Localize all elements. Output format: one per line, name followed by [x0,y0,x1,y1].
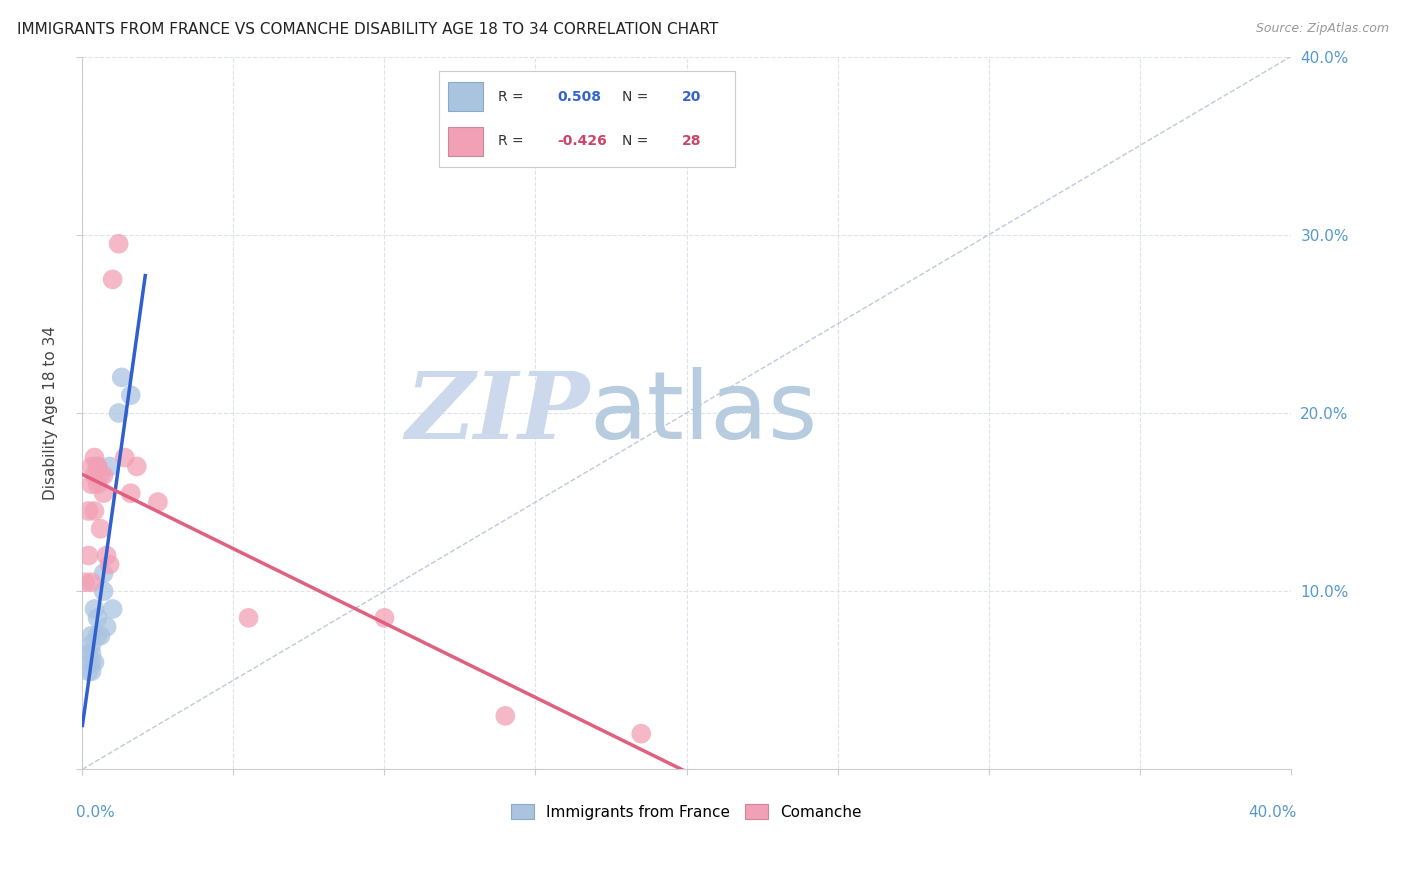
Point [120,388,142,402]
Text: 0.0%: 0.0% [76,805,115,820]
Point [630,727,652,741]
Point [80,647,103,661]
Point [83,656,105,670]
Point [90,522,112,536]
Point [373,611,395,625]
Point [77,647,100,661]
Text: ZIP: ZIP [405,368,591,458]
Point [146,495,169,509]
Point [125,459,148,474]
Point [96,549,118,563]
Point [98,558,121,572]
Point [86,459,108,474]
Point [86,459,108,474]
Text: 40.0%: 40.0% [1249,805,1296,820]
Point [90,468,112,483]
Point [107,236,129,251]
Text: atlas: atlas [591,367,818,459]
Point [93,468,115,483]
Point [494,709,516,723]
Point [77,665,100,679]
Point [238,611,260,625]
Point [86,477,108,491]
Point [83,468,105,483]
Point [80,656,103,670]
Point [75,575,97,590]
Point [93,486,115,500]
Point [83,504,105,518]
Point [101,272,124,286]
Point [93,566,115,581]
Point [93,584,115,599]
Point [98,459,121,474]
Point [80,638,103,652]
Point [86,629,108,643]
Point [111,370,134,384]
Point [86,611,108,625]
Point [83,450,105,465]
Text: Source: ZipAtlas.com: Source: ZipAtlas.com [1256,22,1389,36]
Point [80,629,103,643]
Point [80,477,103,491]
Point [80,575,103,590]
Point [96,620,118,634]
Point [101,602,124,616]
Text: IMMIGRANTS FROM FRANCE VS COMANCHE DISABILITY AGE 18 TO 34 CORRELATION CHART: IMMIGRANTS FROM FRANCE VS COMANCHE DISAB… [17,22,718,37]
Point [90,629,112,643]
Point [114,450,136,465]
Point [120,486,142,500]
Y-axis label: Disability Age 18 to 34: Disability Age 18 to 34 [44,326,58,500]
Point [80,459,103,474]
Point [107,406,129,420]
Point [83,602,105,616]
Point [77,549,100,563]
Point [77,504,100,518]
Legend: Immigrants from France, Comanche: Immigrants from France, Comanche [505,797,868,826]
Point [80,665,103,679]
